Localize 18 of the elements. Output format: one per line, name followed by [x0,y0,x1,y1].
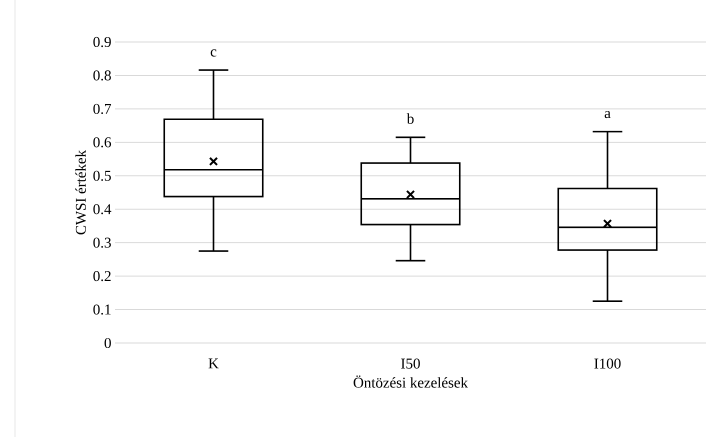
annotation: b [406,113,414,124]
y-tick-label: 0.4 [93,204,112,214]
y-tick-label: 0.9 [93,36,111,48]
x-tick-label: I50 [401,358,420,369]
y-tick-label: 0.1 [93,304,111,315]
annotation: a [604,110,611,118]
y-tick-label: 0 [104,338,111,348]
y-tick-label: 0.3 [93,238,111,248]
annotation: c [210,49,216,57]
y-tick-label: 0.2 [93,271,111,282]
y-tick-label: 0.6 [93,137,112,148]
y-tick-label: 0.7 [93,104,112,114]
x-tick-label: K [208,358,219,368]
x-tick-label: I100 [594,358,621,369]
x-axis-title: Öntözési kezelések [354,375,468,388]
y-tick-label: 0.5 [93,170,111,181]
y-axis-title: CWSI értékek [75,150,86,234]
y-tick-label: 0.8 [93,70,111,81]
